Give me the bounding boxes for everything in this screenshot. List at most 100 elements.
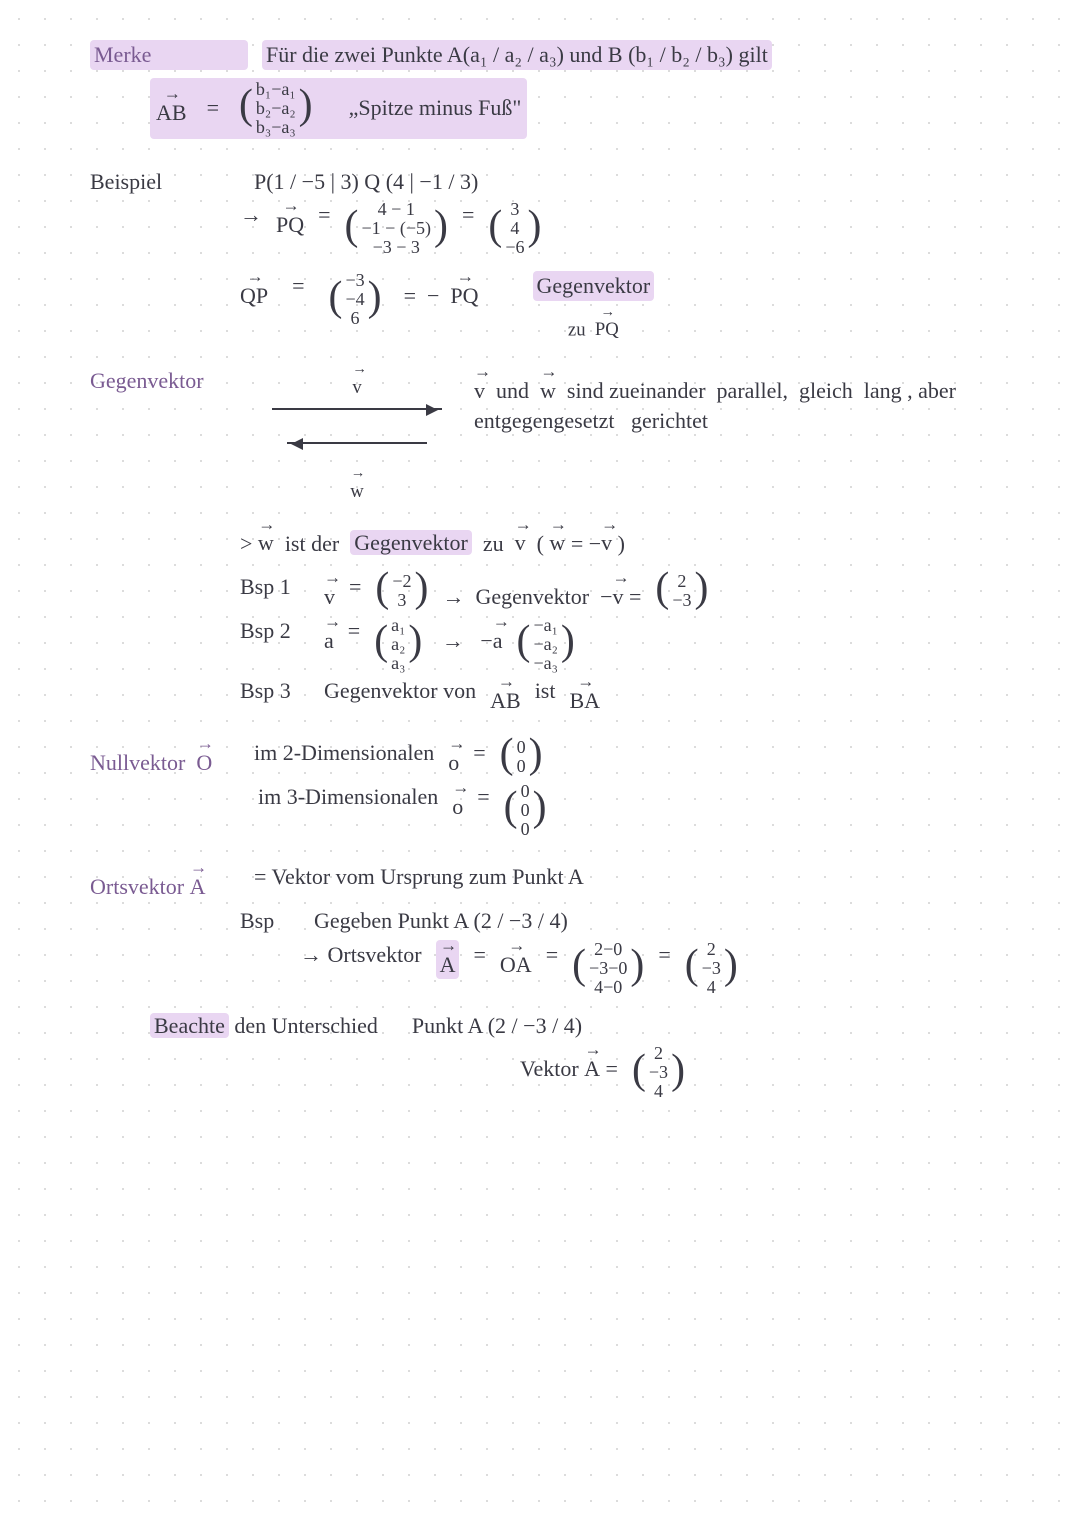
c: a₁ [391, 616, 405, 635]
c: −a₁ [533, 616, 557, 635]
v: v [515, 519, 526, 559]
v: v [612, 572, 623, 612]
bsp1-label: Bsp 1 [240, 572, 310, 602]
c: −3 [345, 271, 364, 290]
eq: = − [404, 283, 445, 308]
c: 3 [397, 591, 406, 610]
gegen-desc: v und w sind zueinander parallel, gleich… [474, 366, 974, 435]
beispiel-label: Beispiel [90, 167, 240, 197]
c2: b₃−a₃ [256, 118, 296, 137]
eq: = [546, 940, 558, 970]
c: −4 [345, 290, 364, 309]
c: 0 [517, 757, 526, 776]
c: −3 [672, 591, 691, 610]
OA: OA [500, 940, 532, 980]
c: −1 − (−5) [361, 219, 431, 238]
c: −a₂ [533, 635, 557, 654]
eq: = [473, 940, 485, 970]
given: Gegeben Punkt A (2 / −3 / 4) [314, 906, 568, 936]
w: w [540, 366, 556, 406]
o: o [448, 738, 459, 778]
c: −2 [392, 572, 411, 591]
gegenvektor-sub: zu PQ [568, 309, 619, 343]
qp-col: ( −3 −4 6 ) [329, 271, 382, 328]
gegenvektor-block: Gegenvektor v w v und w sind zueinander … [90, 366, 1020, 716]
beispiel-block: Beispiel P(1 / −5 | 3) Q (4 | −1 / 3) → … [90, 167, 1020, 343]
c: 0 [521, 820, 530, 839]
c: 4 [510, 219, 519, 238]
c: 0 [521, 782, 530, 801]
vec-w: w [350, 470, 364, 504]
orts-calc: → Ortsvektor A = OA = ( 2−0 −3−0 4−0 ) =… [300, 940, 1020, 997]
c: 2 [654, 1044, 663, 1063]
arrow-icon: → [240, 200, 262, 230]
txt: im 3‑Dimensionalen [258, 782, 438, 812]
c: −3 [649, 1063, 668, 1082]
arrow-right-icon [272, 408, 442, 428]
v: v [474, 366, 485, 406]
pq-calc: ( 4 − 1 −1 − (−5) −3 − 3 ) [345, 200, 448, 257]
pq-res: ( 3 4 −6 ) [488, 200, 541, 257]
eq: = [658, 940, 670, 970]
c: 4 [654, 1082, 663, 1101]
c1: b₂−a₂ [256, 99, 296, 118]
A: A [436, 940, 460, 980]
bsp-label: Bsp [240, 906, 300, 936]
v: v [601, 519, 612, 559]
c0: b₁−a₁ [256, 80, 296, 99]
c: 3 [510, 200, 519, 219]
bsp3: Bsp 3 Gegenvektor von AB ist BA [240, 676, 1020, 716]
c: 0 [521, 801, 530, 820]
A: A [584, 1044, 600, 1084]
beispiel-points: P(1 / −5 | 3) Q (4 | −1 / 3) [254, 167, 478, 197]
c: 2−0 [594, 940, 622, 959]
ortsvektor-block: Ortsvektor A = Vektor vom Ursprung zum P… [90, 862, 1020, 1101]
v: v [324, 572, 335, 612]
merke-label: Merke [90, 40, 248, 70]
vec-qp: QP [240, 271, 268, 311]
notes-page: Merke Für die zwei Punkte A(a₁ / a₂ / a₃… [0, 0, 1080, 1163]
nullvektor-block: Nullvektor O im 2‑Dimensionalen o = ( 0 … [90, 738, 1020, 838]
eq: = [207, 93, 219, 123]
c: −3 [702, 959, 721, 978]
eq: = [292, 271, 304, 301]
orts-heading: Ortsvektor A [90, 862, 240, 902]
orts-def: = Vektor vom Ursprung zum Punkt A [254, 862, 584, 892]
eq: = [462, 200, 474, 230]
eq: = [477, 782, 489, 812]
arr: → Ortsvektor [300, 940, 422, 970]
eq: = [473, 738, 485, 768]
merke-block: Merke Für die zwei Punkte A(a₁ / a₂ / a₃… [90, 40, 1020, 143]
ba: BA [569, 676, 600, 716]
bsp2: Bsp 2 a = ( a₁ a₂ a₃ ) → −a ( −a₁ −a₂ −a… [240, 616, 1020, 673]
eq: = [349, 572, 361, 602]
merke-text: Für die zwei Punkte A(a₁ / a₂ / a₃) und … [262, 40, 772, 70]
c: 6 [351, 309, 360, 328]
a: a [493, 616, 503, 656]
eq: = [348, 616, 360, 646]
note-label: Beachte den Unterschied [150, 1011, 378, 1041]
c: a₂ [391, 635, 405, 654]
note-point: Punkt A (2 / −3 / 4) [412, 1011, 582, 1041]
c: −6 [505, 238, 524, 257]
w: w [549, 519, 565, 559]
vw-diagram: v w [272, 366, 442, 504]
c: 2 [707, 940, 716, 959]
gegen-line1: > w ist der Gegenvektor zu v ( w = −v ) [240, 519, 1020, 559]
gegen-heading: Gegenvektor [90, 366, 240, 396]
c: a₃ [391, 654, 405, 673]
txt: im 2‑Dimensionalen [254, 738, 434, 768]
c: 4 − 1 [378, 200, 415, 219]
t: ist [535, 676, 556, 706]
a: a [324, 616, 334, 656]
null-heading: Nullvektor O [90, 738, 240, 778]
ab: AB [490, 676, 521, 716]
note-vec: Vektor A = [520, 1044, 618, 1084]
vec-pq3: PQ [595, 309, 619, 343]
c: −3−0 [589, 959, 627, 978]
bsp1: Bsp 1 v = ( −2 3 ) → Gegenvektor −v = ( … [240, 572, 1020, 612]
merke-note: „Spitze minus Fuß" [349, 93, 522, 123]
merke-formula: AB = ( b₁−a₁ b₂−a₂ b₃−a₃ ) „Spitze minus… [150, 78, 527, 139]
c: −3 − 3 [373, 238, 420, 257]
vec-v: v [352, 366, 361, 400]
